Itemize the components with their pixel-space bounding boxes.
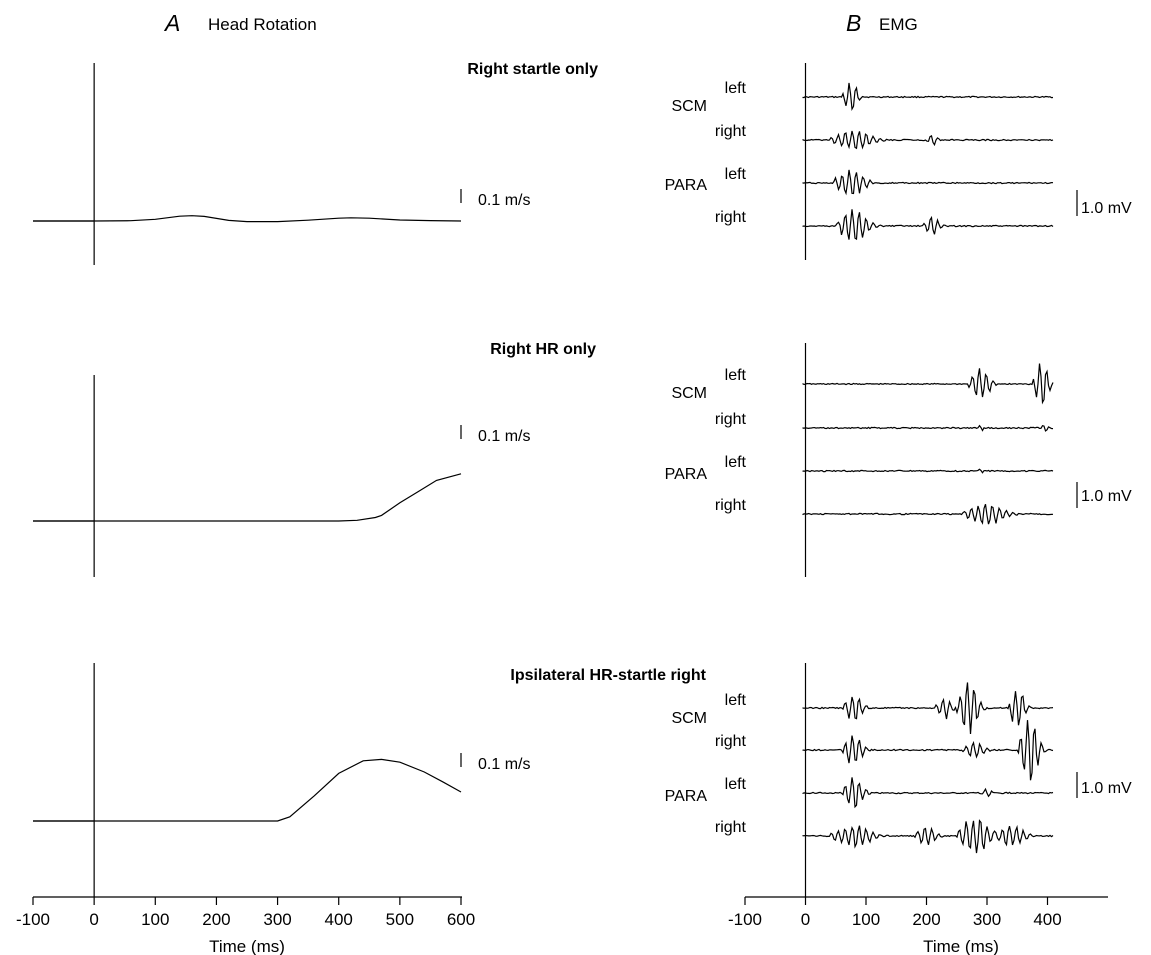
emg-muscle-label: SCM	[671, 98, 707, 115]
panel-a-letter: A	[163, 10, 180, 36]
scale-label-b-1: 1.0 mV	[1081, 200, 1132, 217]
emg-trace	[802, 424, 1054, 432]
head-velocity-trace	[33, 215, 462, 223]
x-tick-label-b: 0	[801, 910, 810, 929]
x-tick-label-a: 0	[89, 910, 98, 929]
emg-muscle-label: PARA	[665, 788, 708, 805]
emg-side-label: right	[715, 411, 747, 428]
emg-trace	[802, 819, 1054, 854]
panel-a-title: Head Rotation	[208, 15, 317, 34]
row-title-2: Right HR only	[490, 341, 596, 358]
x-tick-label-b: 200	[912, 910, 940, 929]
emg-side-label: right	[715, 819, 747, 836]
x-tick-label-b: -100	[728, 910, 762, 929]
scale-label-b-3: 1.0 mV	[1081, 780, 1132, 797]
scale-label-a-3: 0.1 m/s	[478, 756, 530, 773]
emg-side-label: right	[715, 733, 747, 750]
emg-muscle-label: PARA	[665, 466, 708, 483]
panel-b-title: EMG	[879, 15, 918, 34]
emg-side-label: right	[715, 123, 747, 140]
emg-trace	[802, 504, 1054, 525]
emg-side-label: left	[725, 776, 747, 793]
emg-side-label: left	[725, 80, 747, 97]
x-tick-label-b: 400	[1033, 910, 1061, 929]
emg-trace	[802, 682, 1054, 735]
emg-side-label: left	[725, 367, 747, 384]
x-tick-label-a: -100	[16, 910, 50, 929]
head-velocity-trace	[33, 758, 462, 822]
emg-side-label: left	[725, 166, 747, 183]
x-tick-label-a: 300	[263, 910, 291, 929]
x-tick-label-a: 400	[325, 910, 353, 929]
x-tick-label-a: 500	[386, 910, 414, 929]
panel-b-letter: B	[846, 10, 861, 36]
emg-trace	[802, 169, 1054, 196]
emg-side-label: left	[725, 692, 747, 709]
emg-trace	[802, 82, 1054, 111]
emg-trace	[802, 720, 1054, 781]
scale-label-a-2: 0.1 m/s	[478, 428, 530, 445]
emg-side-label: right	[715, 497, 747, 514]
emg-trace	[802, 209, 1054, 241]
scale-label-a-1: 0.1 m/s	[478, 192, 530, 209]
x-tick-label-a: 600	[447, 910, 475, 929]
head-velocity-trace	[33, 473, 462, 522]
emg-trace	[802, 363, 1054, 405]
emg-side-label: left	[725, 454, 747, 471]
chart-marks: -100 0 100 200 300 400 500 600 -100 0 100 200 300 400	[16, 63, 1062, 929]
emg-trace	[802, 130, 1054, 150]
x-axis-label-b: Time (ms)	[923, 937, 999, 955]
x-tick-label-b: 300	[973, 910, 1001, 929]
x-tick-label-a: 100	[141, 910, 169, 929]
emg-trace	[802, 777, 1054, 809]
emg-muscle-label: PARA	[665, 177, 708, 194]
x-axis-label-a: Time (ms)	[209, 937, 285, 955]
emg-trace	[802, 468, 1054, 474]
emg-muscle-label: SCM	[671, 710, 707, 727]
x-tick-label-b: 100	[852, 910, 880, 929]
emg-muscle-label: SCM	[671, 385, 707, 402]
emg-side-label: right	[715, 209, 747, 226]
row-title-1: Right startle only	[467, 61, 598, 78]
row-title-3: Ipsilateral HR-startle right	[510, 667, 706, 684]
x-tick-label-a: 200	[202, 910, 230, 929]
scale-label-b-2: 1.0 mV	[1081, 488, 1132, 505]
